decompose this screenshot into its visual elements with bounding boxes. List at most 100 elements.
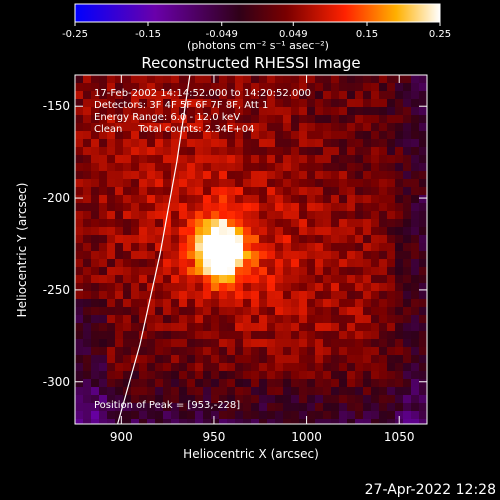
heatmap-cell <box>291 331 299 339</box>
heatmap-cell <box>171 339 179 347</box>
heatmap-cell <box>115 419 123 424</box>
heatmap-cell <box>331 355 339 363</box>
heatmap-cell <box>403 99 411 107</box>
heatmap-cell <box>331 291 339 299</box>
heatmap-cell <box>83 371 91 379</box>
heatmap-cell <box>339 419 347 424</box>
heatmap-cell <box>355 331 363 339</box>
heatmap-cell <box>371 187 379 195</box>
heatmap-cell <box>355 171 363 179</box>
heatmap-cell <box>307 83 315 91</box>
heatmap-cell <box>171 83 179 91</box>
heatmap-cell <box>211 347 219 355</box>
heatmap-cell <box>147 355 155 363</box>
heatmap-cell <box>99 275 107 283</box>
heatmap-cell <box>419 315 427 323</box>
heatmap-cell <box>107 251 115 259</box>
heatmap-cell <box>347 179 355 187</box>
heatmap-cell <box>219 267 227 275</box>
heatmap-cell <box>355 211 363 219</box>
heatmap-cell <box>307 339 315 347</box>
heatmap-cell <box>171 275 179 283</box>
heatmap-cell <box>243 275 251 283</box>
heatmap-cell <box>275 123 283 131</box>
heatmap-cell <box>315 403 323 411</box>
heatmap-cell <box>291 403 299 411</box>
colorbar-tick-label: -0.049 <box>206 29 238 40</box>
heatmap-cell <box>299 355 307 363</box>
heatmap-cell <box>195 227 203 235</box>
heatmap-cell <box>83 227 91 235</box>
heatmap-cell <box>171 219 179 227</box>
heatmap-cell <box>339 75 347 83</box>
heatmap-cell <box>411 395 419 403</box>
heatmap-cell <box>195 315 203 323</box>
heatmap-cell <box>355 91 363 99</box>
heatmap-cell <box>211 387 219 395</box>
x-axis: 900 950 1000 1050 <box>110 75 414 444</box>
heatmap-cell <box>139 107 147 115</box>
heatmap-cell <box>371 147 379 155</box>
heatmap-cell <box>155 267 163 275</box>
heatmap-cell <box>323 251 331 259</box>
heatmap-cell <box>411 235 419 243</box>
heatmap-cell <box>251 291 259 299</box>
heatmap-cell <box>419 147 427 155</box>
heatmap-cell <box>83 123 91 131</box>
heatmap-cell <box>379 275 387 283</box>
heatmap-cell <box>323 83 331 91</box>
heatmap-cell <box>315 411 323 419</box>
heatmap-cell <box>115 347 123 355</box>
heatmap-cell <box>227 331 235 339</box>
heatmap-cell <box>203 291 211 299</box>
heatmap-cell <box>411 307 419 315</box>
heatmap-cell <box>259 163 267 171</box>
heatmap-cell <box>275 243 283 251</box>
heatmap-cell <box>347 403 355 411</box>
heatmap-cell <box>163 75 171 83</box>
heatmap-cell <box>291 411 299 419</box>
heatmap-cell <box>283 219 291 227</box>
heatmap-cell <box>227 315 235 323</box>
heatmap-cell <box>411 331 419 339</box>
heatmap-cell <box>75 411 83 419</box>
heatmap-cell <box>307 323 315 331</box>
heatmap-cell <box>275 307 283 315</box>
heatmap-cell <box>211 163 219 171</box>
heatmap-cell <box>315 355 323 363</box>
heatmap-cell <box>419 331 427 339</box>
colorbar-tick-label: -0.15 <box>135 29 161 40</box>
heatmap-cell <box>331 419 339 424</box>
heatmap-cell <box>355 267 363 275</box>
heatmap-cell <box>331 139 339 147</box>
heatmap-cell <box>339 147 347 155</box>
heatmap-cell <box>291 347 299 355</box>
heatmap-cell <box>259 243 267 251</box>
heatmap-cell <box>347 187 355 195</box>
heatmap-cell <box>235 403 243 411</box>
heatmap-cell <box>107 75 115 83</box>
heatmap-cell <box>331 219 339 227</box>
heatmap-cell <box>251 251 259 259</box>
heatmap-cell <box>363 259 371 267</box>
heatmap-cell <box>171 411 179 419</box>
heatmap-cell <box>155 251 163 259</box>
heatmap-cell <box>131 363 139 371</box>
heatmap-cell <box>395 379 403 387</box>
heatmap-cell <box>195 283 203 291</box>
heatmap-cell <box>227 171 235 179</box>
heatmap-cell <box>227 411 235 419</box>
heatmap-cell <box>267 251 275 259</box>
heatmap-cell <box>267 299 275 307</box>
heatmap-cell <box>275 411 283 419</box>
heatmap-cell <box>395 203 403 211</box>
heatmap-cell <box>395 227 403 235</box>
heatmap-cell <box>243 219 251 227</box>
heatmap-cell <box>363 187 371 195</box>
heatmap-cell <box>155 107 163 115</box>
heatmap-cell <box>371 219 379 227</box>
heatmap-cell <box>75 315 83 323</box>
heatmap-cell <box>259 411 267 419</box>
heatmap-cell <box>275 83 283 91</box>
